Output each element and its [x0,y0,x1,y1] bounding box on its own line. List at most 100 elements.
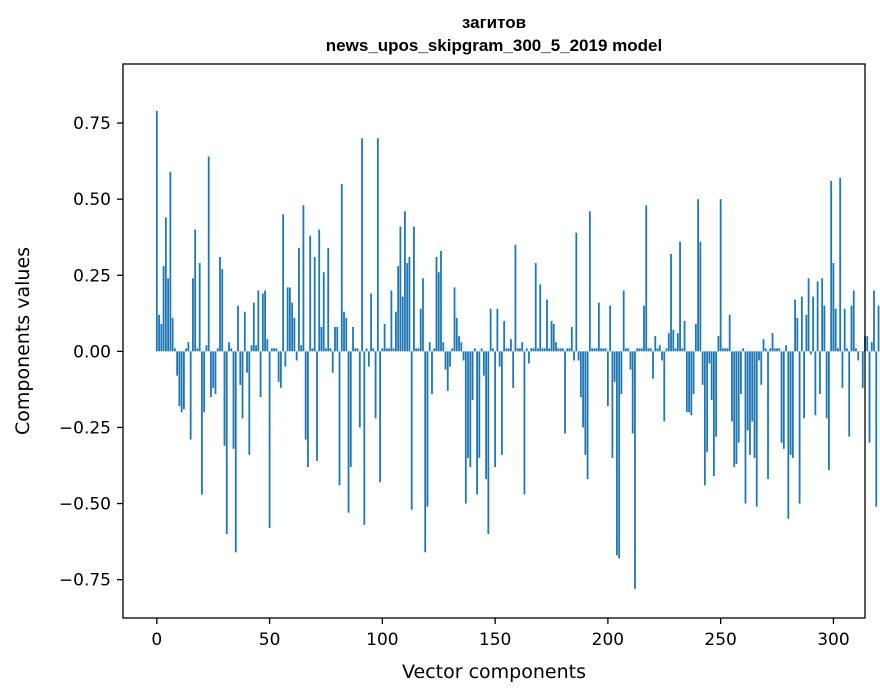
bar-218 [647,348,650,352]
bar-245 [708,351,711,364]
bar-291 [812,296,815,352]
bar-209 [627,348,630,352]
bar-147 [487,351,490,534]
bar-250 [719,199,722,352]
bar-85 [347,351,350,513]
bar-113 [410,351,413,510]
bar-162 [521,342,524,352]
bar-197 [600,348,603,352]
bar-127 [442,342,445,352]
bar-18 [196,348,199,352]
bar-308 [850,305,853,352]
bar-264 [751,351,754,422]
bar-318 [873,290,875,352]
bar-152 [498,351,501,367]
bar-238 [692,351,695,394]
bar-14 [187,342,190,352]
bar-112 [408,256,411,352]
bar-253 [726,348,729,352]
bar-277 [780,351,783,443]
bar-168 [534,263,537,352]
bar-146 [485,351,487,480]
bar-281 [789,351,792,455]
bar-105 [392,348,395,352]
bar-316 [868,351,871,443]
bar-260 [742,348,745,352]
bar-117 [419,308,422,352]
bar-154 [503,320,506,352]
bar-148 [489,308,492,352]
bar-108 [399,226,402,352]
bar-93 [365,348,368,352]
bar-126 [440,250,442,352]
bar-21 [203,351,206,413]
y-tick-label-4: 0.25 [73,266,111,286]
bar-52 [273,348,275,352]
bar-7 [171,317,174,352]
bar-240 [697,199,699,352]
x-tick-label-2: 100 [366,630,398,650]
bar-123 [433,348,436,352]
bar-246 [710,351,713,401]
bar-273 [771,333,774,352]
bar-77 [329,348,332,352]
bar-185 [573,351,575,361]
bar-283 [794,299,796,352]
bar-73 [320,327,323,352]
bar-138 [467,351,469,458]
bar-221 [654,336,657,352]
x-tick-label-5: 250 [704,630,736,650]
bar-204 [616,351,618,556]
bar-5 [167,278,169,352]
bar-161 [519,348,521,352]
bar-210 [629,351,632,370]
bar-75 [325,348,327,352]
bar-96 [372,348,375,352]
bar-214 [638,348,641,352]
bar-195 [595,348,598,352]
bar-249 [717,336,720,352]
bar-129 [446,351,449,391]
bar-174 [548,348,551,352]
bar-145 [482,351,485,376]
bar-159 [514,244,517,352]
bar-11 [180,351,183,413]
bar-208 [625,348,627,352]
bar-54 [277,351,280,382]
bar-301 [834,308,837,352]
bar-84 [345,317,348,352]
bar-119 [424,351,427,553]
bar-236 [688,351,690,413]
bar-190 [584,351,587,455]
bar-227 [667,333,670,352]
bar-130 [449,351,451,367]
bar-87 [352,327,354,352]
bar-199 [604,348,607,352]
bar-29 [221,269,224,352]
bar-122 [431,351,433,394]
bar-131 [451,348,454,352]
bar-88 [354,348,357,352]
bar-230 [674,348,677,352]
x-axis-ticks: 0 50 100 150 200 250 300 [151,618,850,650]
y-tick-label-2: −0.25 [59,418,111,438]
bar-307 [848,351,851,437]
bar-225 [663,351,666,422]
bar-24 [210,351,212,398]
bar-229 [672,330,675,352]
bar-206 [620,351,623,394]
bar-59 [288,287,291,352]
bar-160 [516,348,519,352]
bar-140 [471,351,474,401]
bar-89 [356,348,359,352]
bar-86 [349,351,352,468]
bar-155 [505,348,508,352]
bar-97 [374,351,377,419]
bar-13 [185,348,188,352]
bar-203 [613,351,616,382]
bar-288 [805,314,808,352]
bar-279 [785,345,787,352]
bar-268 [760,351,763,385]
bar-241 [699,241,702,352]
